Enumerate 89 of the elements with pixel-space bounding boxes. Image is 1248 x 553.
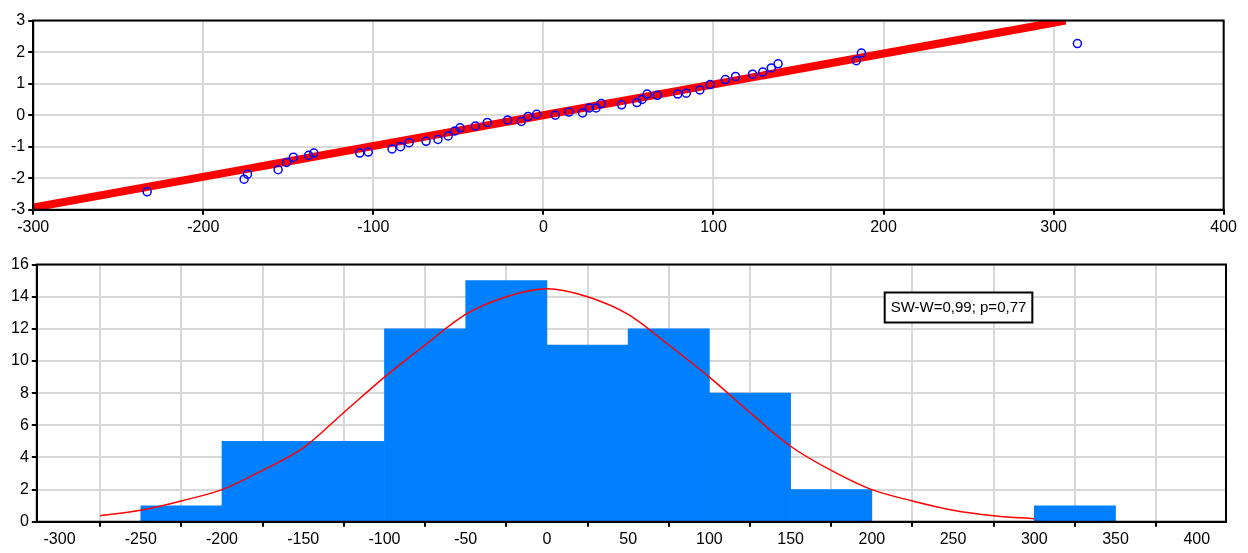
point (596, 98, 606, 109)
point (773, 59, 783, 69)
x-tick-label: -300 (17, 217, 50, 235)
point (363, 147, 373, 157)
x-tick-label: 350 (1102, 529, 1129, 547)
point (142, 187, 152, 197)
y-tick-label: 0 (16, 105, 26, 123)
x-tick-label: 200 (858, 529, 886, 547)
x-tick-label: -50 (454, 529, 478, 547)
point (856, 48, 867, 58)
y-tick-label: 14 (11, 287, 29, 305)
x-tick-label: 300 (1020, 529, 1048, 547)
y-tick-label: 12 (11, 319, 29, 337)
x-tick-label: -250 (124, 529, 157, 547)
point (1072, 38, 1083, 49)
point (421, 136, 431, 147)
annotation: SW-W=0,99; p=0,77 (890, 297, 1027, 315)
point (523, 111, 533, 122)
y-tick-label: 16 (11, 255, 29, 273)
y-tick-label: -3 (10, 200, 26, 218)
y-tick-label: 4 (19, 447, 29, 465)
point (584, 103, 595, 113)
x-tick-label: 150 (777, 529, 805, 547)
x-tick-label: 250 (939, 529, 967, 547)
point (239, 174, 249, 184)
point (616, 100, 627, 110)
y-tick-label: -1 (10, 137, 26, 155)
point (591, 103, 601, 113)
point (433, 134, 443, 145)
point (652, 90, 663, 101)
x-tick-label: 0 (542, 529, 552, 547)
point (395, 141, 406, 152)
point (695, 85, 705, 95)
point (564, 107, 574, 117)
point (705, 79, 715, 90)
point (516, 116, 527, 127)
x-tick-label: 300 (1040, 217, 1068, 235)
y-tick-label: 6 (19, 415, 29, 433)
point (642, 89, 652, 99)
point (288, 152, 299, 162)
x-tick-label: -200 (187, 217, 220, 235)
point (747, 69, 758, 79)
point (758, 67, 768, 77)
point (550, 110, 561, 120)
x-tick-label: 400 (1183, 529, 1211, 547)
point (681, 88, 692, 98)
y-tick-label: 10 (11, 351, 29, 369)
point (766, 63, 777, 73)
point (577, 108, 588, 118)
x-tick-label: 200 (870, 217, 897, 235)
y-tick-label: 1 (16, 74, 26, 92)
point (273, 165, 283, 175)
x-tick-label: -300 (43, 529, 76, 547)
point (404, 137, 414, 148)
point (450, 126, 460, 136)
x-tick-label: 100 (700, 217, 727, 235)
point (730, 71, 741, 82)
point (242, 169, 253, 179)
point (673, 89, 683, 99)
point (531, 109, 542, 119)
line-series (99, 287, 1036, 520)
point (470, 121, 481, 131)
x-tick-label: 50 (619, 529, 638, 547)
point (455, 123, 465, 133)
point (309, 148, 319, 158)
y-tick-label: 0 (19, 512, 29, 530)
point (482, 117, 493, 128)
y-tick-label: -2 (10, 168, 26, 186)
y-tick-label: 2 (19, 480, 29, 498)
point (632, 97, 642, 108)
point (354, 148, 365, 158)
point (502, 115, 513, 125)
x-tick-label: -200 (205, 529, 239, 547)
y-tick-label: 3 (16, 11, 26, 29)
x-tick-label: 0 (538, 217, 548, 235)
x-tick-label: 100 (696, 529, 723, 547)
y-tick-label: 2 (16, 42, 26, 60)
y-tick-label: 8 (19, 383, 29, 401)
point (281, 157, 292, 168)
point (443, 131, 453, 141)
x-tick-label: -100 (357, 217, 390, 235)
point (637, 94, 647, 105)
x-tick-label: -150 (287, 529, 320, 547)
x-tick-label: 400 (1210, 217, 1238, 235)
point (720, 74, 731, 85)
point (387, 144, 397, 154)
point (303, 150, 314, 160)
x-tick-label: -100 (368, 529, 401, 547)
point (851, 55, 862, 66)
